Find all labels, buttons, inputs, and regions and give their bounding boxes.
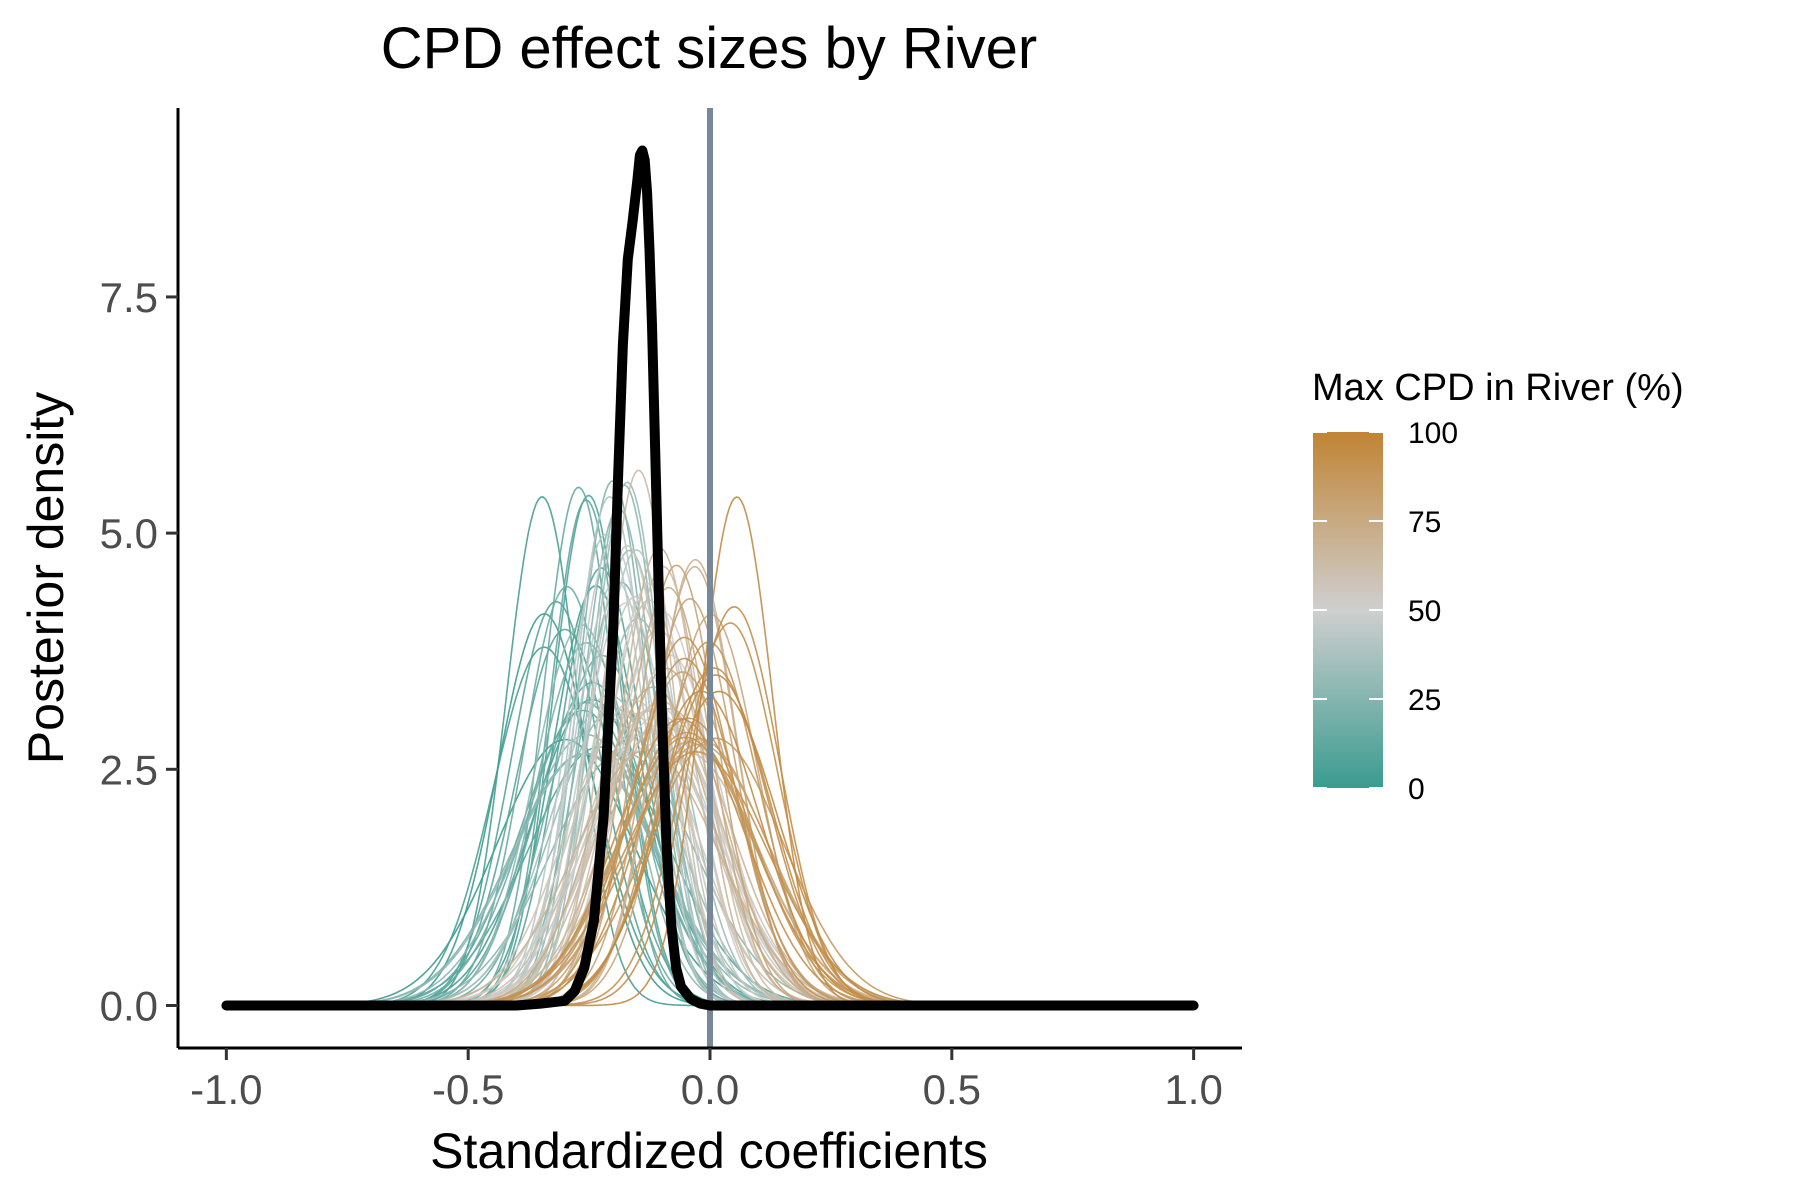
- legend-tick-label: 50: [1408, 595, 1441, 628]
- y-tick-label: 2.5: [100, 746, 158, 793]
- legend-ticks: 0 25 50 75 100: [1313, 417, 1458, 806]
- legend-tick-label: 25: [1408, 684, 1441, 717]
- overall-density-curve: [221, 145, 1199, 1011]
- x-tick-label: -0.5: [432, 1066, 504, 1113]
- x-tick-label: 1.0: [1164, 1066, 1222, 1113]
- legend: Max CPD in River (%) 0 25 50 75 100: [1312, 367, 1684, 806]
- y-axis-ticks: 0.0 2.5 5.0 7.5: [100, 274, 178, 1029]
- y-tick-label: 7.5: [100, 274, 158, 321]
- x-axis-title: Standardized coefficients: [430, 1123, 988, 1179]
- y-tick-label: 5.0: [100, 510, 158, 557]
- chart-title: CPD effect sizes by River: [381, 16, 1037, 81]
- y-axis-title: Posterior density: [18, 392, 74, 764]
- legend-tick-label: 75: [1408, 506, 1441, 539]
- y-tick-label: 0.0: [100, 982, 158, 1029]
- x-axis-ticks: -1.0 -0.5 0.0 0.5 1.0: [190, 1048, 1223, 1113]
- x-tick-label: 0.5: [923, 1066, 981, 1113]
- legend-title: Max CPD in River (%): [1312, 367, 1684, 409]
- x-tick-label: -1.0: [190, 1066, 262, 1113]
- x-tick-label: 0.0: [681, 1066, 739, 1113]
- legend-tick-label: 0: [1408, 773, 1425, 806]
- legend-tick-label: 100: [1408, 417, 1458, 450]
